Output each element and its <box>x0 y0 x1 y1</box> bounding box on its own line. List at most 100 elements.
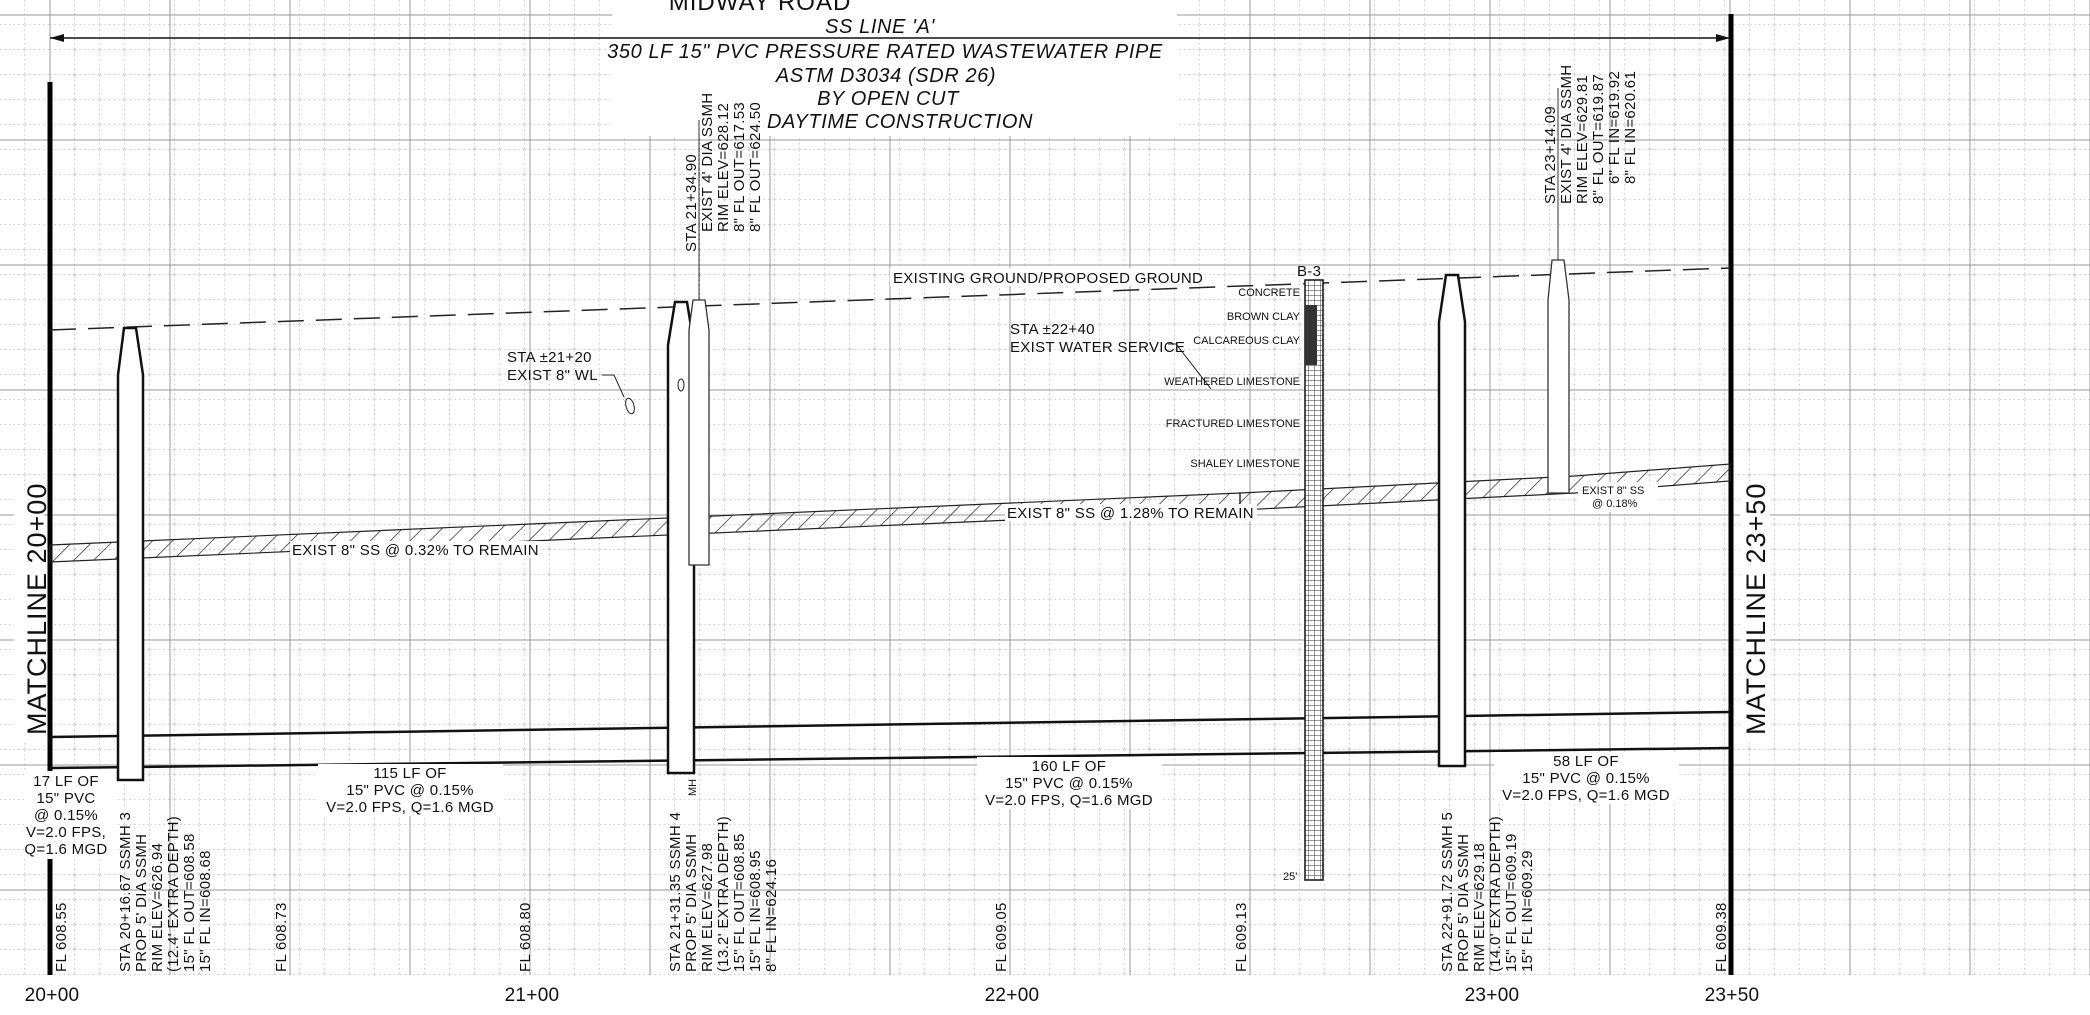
manhole-4-tag: MH <box>687 779 699 796</box>
flowline-label: FL 609.38 <box>1713 902 1730 972</box>
segment-note: V=2.0 FPS, Q=1.6 MGD <box>985 792 1153 809</box>
manhole-5 <box>1437 273 1467 768</box>
proposed-mh-note: 15" FL IN=608.95 <box>747 850 764 972</box>
wl-callout: STA ±21+20 EXIST 8" WL <box>507 349 635 415</box>
flowline-label: FL 608.80 <box>517 902 534 972</box>
road-name: MIDWAY ROAD <box>669 0 852 16</box>
wl-callout-1: STA ±21+20 <box>507 349 592 366</box>
existing-mh-note: STA 23+14.09 <box>1542 106 1559 204</box>
station-label: 21+00 <box>505 985 560 1006</box>
existing-sewer-short-2: @ 0.18% <box>1592 498 1638 510</box>
stratum-label: SHALEY LIMESTONE <box>1190 458 1300 470</box>
proposed-manhole-notes: STA 20+16.67 SSMH 3 PROP 5' DIA SSMH RIM… <box>117 779 1536 972</box>
flowline-label: FL 609.13 <box>1233 902 1250 972</box>
title-line-1: SS LINE 'A' <box>825 16 935 38</box>
segment-note: @ 0.15% <box>34 807 98 824</box>
proposed-mh-note: (13.2' EXTRA DEPTH) <box>715 816 732 972</box>
proposed-mh-note: 15" FL OUT=608.85 <box>731 833 748 972</box>
proposed-mh-note: 15" FL IN=608.68 <box>197 850 214 972</box>
segment-note: 15" PVC @ 0.15% <box>1522 770 1650 787</box>
ws-callout-1: STA ±22+40 <box>1010 321 1095 338</box>
wl-callout-2: EXIST 8" WL <box>507 367 598 384</box>
existing-mh-note: 8" FL OUT=617.53 <box>731 102 748 232</box>
existing-mh-note: 8" FL IN=620.61 <box>1622 71 1639 184</box>
matchline-right: MATCHLINE 23+50 <box>1741 483 1771 735</box>
segment-note: 58 LF OF <box>1553 753 1619 770</box>
existing-mh-note: 8" FL OUT=619.87 <box>1590 74 1607 204</box>
existing-manhole-notes: STA 21+34.90 EXIST 4' DIA SSMH RIM ELEV=… <box>683 65 1639 252</box>
title-line-5: DAYTIME CONSTRUCTION <box>767 111 1033 133</box>
existing-sewer-short-1: EXIST 8" SS <box>1582 485 1644 497</box>
existing-mh-note: STA 21+34.90 <box>683 154 700 252</box>
stratum-label: BROWN CLAY <box>1227 311 1301 323</box>
segment-note: Q=1.6 MGD <box>24 841 107 858</box>
stratum-label: CONCRETE <box>1238 287 1300 299</box>
boring-b3: B-3 25' CONCRETE BROWN CLAY CALCAREOUS C… <box>1164 263 1324 883</box>
proposed-mh-note: RIM ELEV=629.18 <box>1471 843 1488 972</box>
stratum-label: FRACTURED LIMESTONE <box>1166 418 1300 430</box>
segment-note: V=2.0 FPS, Q=1.6 MGD <box>1502 787 1670 804</box>
station-labels: 20+00 21+00 22+00 23+00 23+50 <box>25 985 1760 1006</box>
grid <box>0 0 2090 975</box>
proposed-mh-note: (12.4' EXTRA DEPTH) <box>165 816 182 972</box>
station-label: 23+50 <box>1705 985 1760 1006</box>
existing-sewer-label-1: EXIST 8" SS @ 0.32% TO REMAIN <box>292 542 539 559</box>
proposed-mh-note: RIM ELEV=626.94 <box>149 843 166 972</box>
proposed-manholes <box>116 273 1467 782</box>
stratum-label: WEATHERED LIMESTONE <box>1164 376 1300 388</box>
segment-note: 15" PVC @ 0.15% <box>1005 775 1133 792</box>
matchlines: MATCHLINE 20+00 MATCHLINE 23+50 <box>14 14 1771 975</box>
ws-callout-2: EXIST WATER SERVICE <box>1010 339 1185 356</box>
existing-mh-note: 8" FL OUT=624.50 <box>747 102 764 232</box>
flowline-label: FL 608.73 <box>273 902 290 972</box>
existing-manholes <box>688 88 1570 566</box>
station-label: 22+00 <box>985 985 1040 1006</box>
proposed-mh-note: 15" FL IN=609.29 <box>1519 850 1536 972</box>
title-line-4: BY OPEN CUT <box>817 88 960 110</box>
existing-mh-note: 6" FL IN=619.92 <box>1606 71 1623 184</box>
proposed-mh-note: PROP 5' DIA SSMH <box>1455 834 1472 972</box>
existing-mh-note: EXIST 4' DIA SSMH <box>699 93 716 232</box>
proposed-mh-note: (14.0' EXTRA DEPTH) <box>1487 816 1504 972</box>
station-label: 23+00 <box>1465 985 1520 1006</box>
segment-note: 15" PVC <box>36 790 95 807</box>
manhole-3 <box>116 326 145 782</box>
existing-ground: EXISTING GROUND/PROPOSED GROUND <box>49 267 1731 331</box>
station-label: 20+00 <box>25 985 80 1006</box>
pipe-segment-notes: 17 LF OF 15" PVC @ 0.15% V=2.0 FPS, Q=1.… <box>24 752 1679 859</box>
existing-mh-note: EXIST 4' DIA SSMH <box>1558 65 1575 204</box>
proposed-mh-note: STA 20+16.67 SSMH 3 <box>117 812 134 972</box>
flowline-labels: FL 608.55 FL 608.73 FL 608.80 FL 609.05 … <box>53 902 1730 972</box>
segment-note: V=2.0 FPS, <box>26 824 106 841</box>
stratum-label: CALCAREOUS CLAY <box>1193 335 1300 347</box>
proposed-mh-note: 15" FL OUT=608.58 <box>181 833 198 972</box>
existing-mh-note: RIM ELEV=628.12 <box>715 103 732 232</box>
segment-note: V=2.0 FPS, Q=1.6 MGD <box>326 799 494 816</box>
segment-note: 17 LF OF <box>33 773 99 790</box>
existing-sewer: EXIST 8" SS @ 0.32% TO REMAIN EXIST 8" S… <box>49 463 1731 563</box>
segment-note: 15" PVC @ 0.15% <box>346 782 474 799</box>
proposed-mh-note: STA 22+91.72 SSMH 5 <box>1439 812 1456 972</box>
proposed-mh-note: 15" FL OUT=609.19 <box>1503 833 1520 972</box>
flowline-label: FL 608.55 <box>53 902 70 972</box>
water-service-callout: STA ±22+40 EXIST WATER SERVICE <box>1010 321 1212 390</box>
existing-mh-note: RIM ELEV=629.81 <box>1574 75 1591 204</box>
title-block: MIDWAY ROAD SS LINE 'A' 350 LF 15" PVC P… <box>50 0 1730 136</box>
proposed-mh-note: STA 21+31.35 SSMH 4 <box>667 812 684 972</box>
boring-depth: 25' <box>1283 871 1297 883</box>
proposed-mh-note: RIM ELEV=627.98 <box>699 843 716 972</box>
segment-note: 115 LF OF <box>373 765 446 782</box>
matchline-left: MATCHLINE 20+00 <box>22 483 52 735</box>
boring-strata: CONCRETE BROWN CLAY CALCAREOUS CLAY WEAT… <box>1164 287 1301 470</box>
segment-note: 160 LF OF <box>1032 758 1106 775</box>
ground-label: EXISTING GROUND/PROPOSED GROUND <box>893 270 1203 287</box>
boring-id: B-3 <box>1297 263 1321 280</box>
manhole-4 <box>666 300 696 775</box>
proposed-mh-note: PROP 5' DIA SSMH <box>133 834 150 972</box>
title-line-2: 350 LF 15" PVC PRESSURE RATED WASTEWATER… <box>607 41 1163 63</box>
flowline-label: FL 609.05 <box>993 902 1010 972</box>
proposed-mh-note: 8" FL IN=624.16 <box>763 859 780 972</box>
proposed-mh-note: PROP 5' DIA SSMH <box>683 834 700 972</box>
title-line-3: ASTM D3034 (SDR 26) <box>775 65 996 87</box>
